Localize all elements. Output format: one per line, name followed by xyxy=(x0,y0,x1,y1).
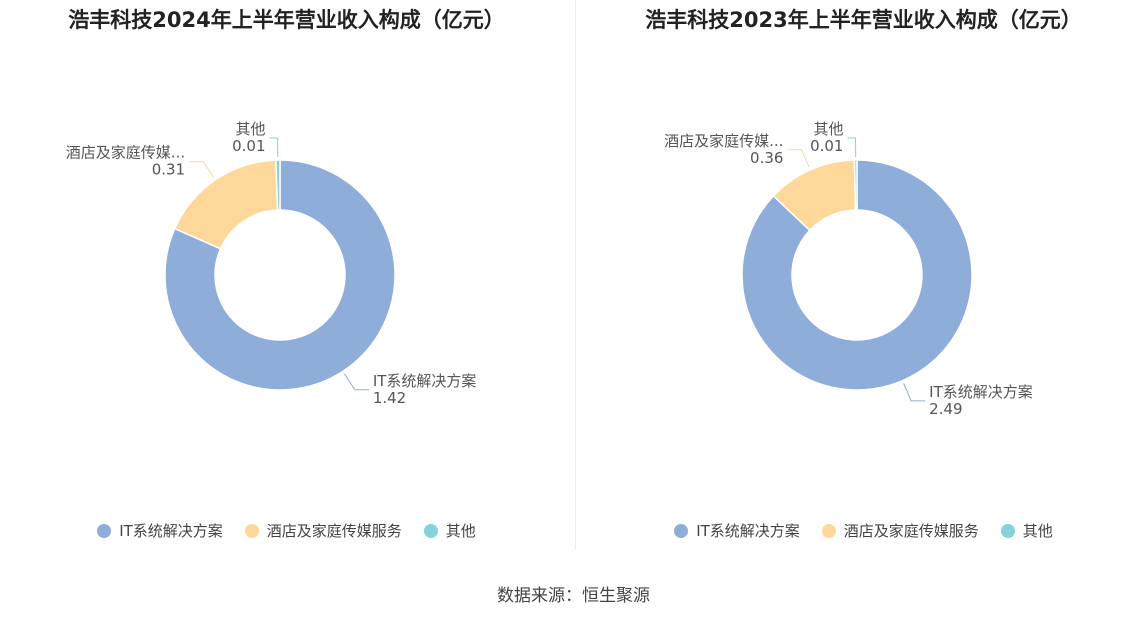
slice-label: IT系统解决方案 xyxy=(373,372,477,390)
value-label: 1.42 xyxy=(373,389,406,407)
slice-it[interactable] xyxy=(741,159,973,391)
legend-item-it[interactable]: IT系统解决方案 xyxy=(97,520,223,541)
chart-title: 浩丰科技2024年上半年营业收入构成（亿元） xyxy=(68,8,505,32)
legend-item-hotel[interactable]: 酒店及家庭传媒服务 xyxy=(244,520,402,541)
chart-panel-2023: 浩丰科技2023年上半年营业收入构成（亿元） IT系统解决方案 2.49 酒店及家庭… xyxy=(577,0,1147,560)
slice-other[interactable] xyxy=(853,159,858,211)
legend-item-other[interactable]: 其他 xyxy=(1000,520,1053,541)
leader-line xyxy=(269,137,279,158)
legend-item-it[interactable]: IT系统解决方案 xyxy=(674,520,800,541)
slice-label: 酒店及家庭传媒... xyxy=(66,144,185,162)
value-label: 0.01 xyxy=(232,137,265,155)
legend-marker-icon xyxy=(97,523,112,538)
legend: IT系统解决方案 酒店及家庭传媒服务 其他 xyxy=(577,520,1147,541)
chart-title: 浩丰科技2023年上半年营业收入构成（亿元） xyxy=(645,8,1082,32)
legend-marker-icon xyxy=(1000,523,1015,538)
legend-item-other[interactable]: 其他 xyxy=(423,520,476,541)
slice-label: IT系统解决方案 xyxy=(929,383,1033,401)
slice-label: 酒店及家庭传媒... xyxy=(664,132,783,150)
data-source: 数据来源：恒生聚源 xyxy=(497,586,650,606)
leader-line xyxy=(847,137,857,158)
slice-label: 其他 xyxy=(236,120,266,138)
leader-line xyxy=(787,149,810,168)
legend-label: 其他 xyxy=(1022,522,1053,540)
value-label: 2.49 xyxy=(929,400,962,418)
legend-marker-icon xyxy=(423,523,438,538)
legend-label: 酒店及家庭传媒服务 xyxy=(266,522,402,540)
legend-label: 其他 xyxy=(445,522,476,540)
slice-it[interactable] xyxy=(164,159,396,391)
value-label: 0.31 xyxy=(152,161,185,179)
value-label: 0.01 xyxy=(810,137,843,155)
leader-line xyxy=(903,383,926,402)
legend-label: IT系统解决方案 xyxy=(696,522,800,540)
slice-other[interactable] xyxy=(275,159,281,211)
value-label: 0.36 xyxy=(750,149,783,167)
chart-panel-2024: 浩丰科技2024年上半年营业收入构成（亿元） IT系统解决方案 1.42 酒店及家庭… xyxy=(0,0,573,560)
legend-item-hotel[interactable]: 酒店及家庭传媒服务 xyxy=(821,520,979,541)
legend-marker-icon xyxy=(244,523,259,538)
legend-label: IT系统解决方案 xyxy=(119,522,223,540)
slice-hotel[interactable] xyxy=(173,159,279,250)
legend-label: 酒店及家庭传媒服务 xyxy=(843,522,979,540)
legend-marker-icon xyxy=(674,523,689,538)
leader-line xyxy=(189,161,215,178)
panel-divider xyxy=(575,0,576,550)
legend: IT系统解决方案 酒店及家庭传媒服务 其他 xyxy=(0,520,573,541)
leader-line xyxy=(344,373,369,391)
slice-label: 其他 xyxy=(813,120,843,138)
legend-marker-icon xyxy=(821,523,836,538)
